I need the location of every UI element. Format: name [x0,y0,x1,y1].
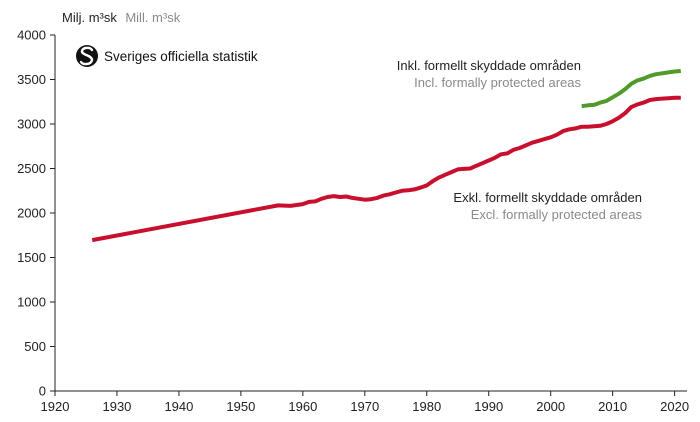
y-tick-label: 3500 [17,72,46,87]
y-axis-unit-sv: Milj. m³sk [62,10,117,25]
y-axis-unit-en: Mill. m³sk [125,10,180,25]
annotation-incl: Inkl. formellt skyddade områden Incl. fo… [397,58,582,90]
y-tick-label: 1000 [17,295,46,310]
annotation-excl-sv: Exkl. formellt skyddade områden [453,190,642,205]
x-tick-label: 2010 [598,399,627,414]
annotation-incl-sv: Inkl. formellt skyddade områden [397,58,581,73]
axes [50,34,687,396]
x-tick-label: 1990 [474,399,503,414]
sos-logo: Sveriges officiella statistik [76,45,258,67]
y-tick-label: 2000 [17,206,46,221]
series-line-excl [91,95,681,243]
x-tick-label: 1980 [412,399,441,414]
y-tick-label: 2500 [17,161,46,176]
x-tick-label: 2000 [536,399,565,414]
tick-labels: 0 500 1000 1500 2000 2500 3000 3500 4000 1920 1930… [17,28,689,415]
y-tick-label: 4000 [17,28,46,43]
x-tick-label: 1930 [102,399,131,414]
series-line-incl [581,69,681,109]
annotation-excl: Exkl. formellt skyddade områden Excl. fo… [453,190,642,222]
x-tick-label: 1920 [41,399,70,414]
sos-logo-s-mark [79,46,94,66]
series-lines [91,69,681,243]
x-tick-label: 1970 [350,399,379,414]
y-tick-label: 3000 [17,117,46,132]
x-tick-label: 1950 [226,399,255,414]
annotation-excl-en: Excl. formally protected areas [471,207,643,222]
sos-logo-text: Sveriges officiella statistik [104,49,258,64]
x-tick-label: 2020 [660,399,689,414]
annotation-incl-en: Incl. formally protected areas [414,75,581,90]
y-tick-label: 1500 [17,250,46,265]
x-tick-label: 1960 [288,399,317,414]
y-axis-unit: Milj. m³sk Mill. m³sk [62,9,181,26]
y-tick-label: 500 [24,339,46,354]
y-tick-label: 0 [39,384,46,399]
x-tick-label: 1940 [164,399,193,414]
